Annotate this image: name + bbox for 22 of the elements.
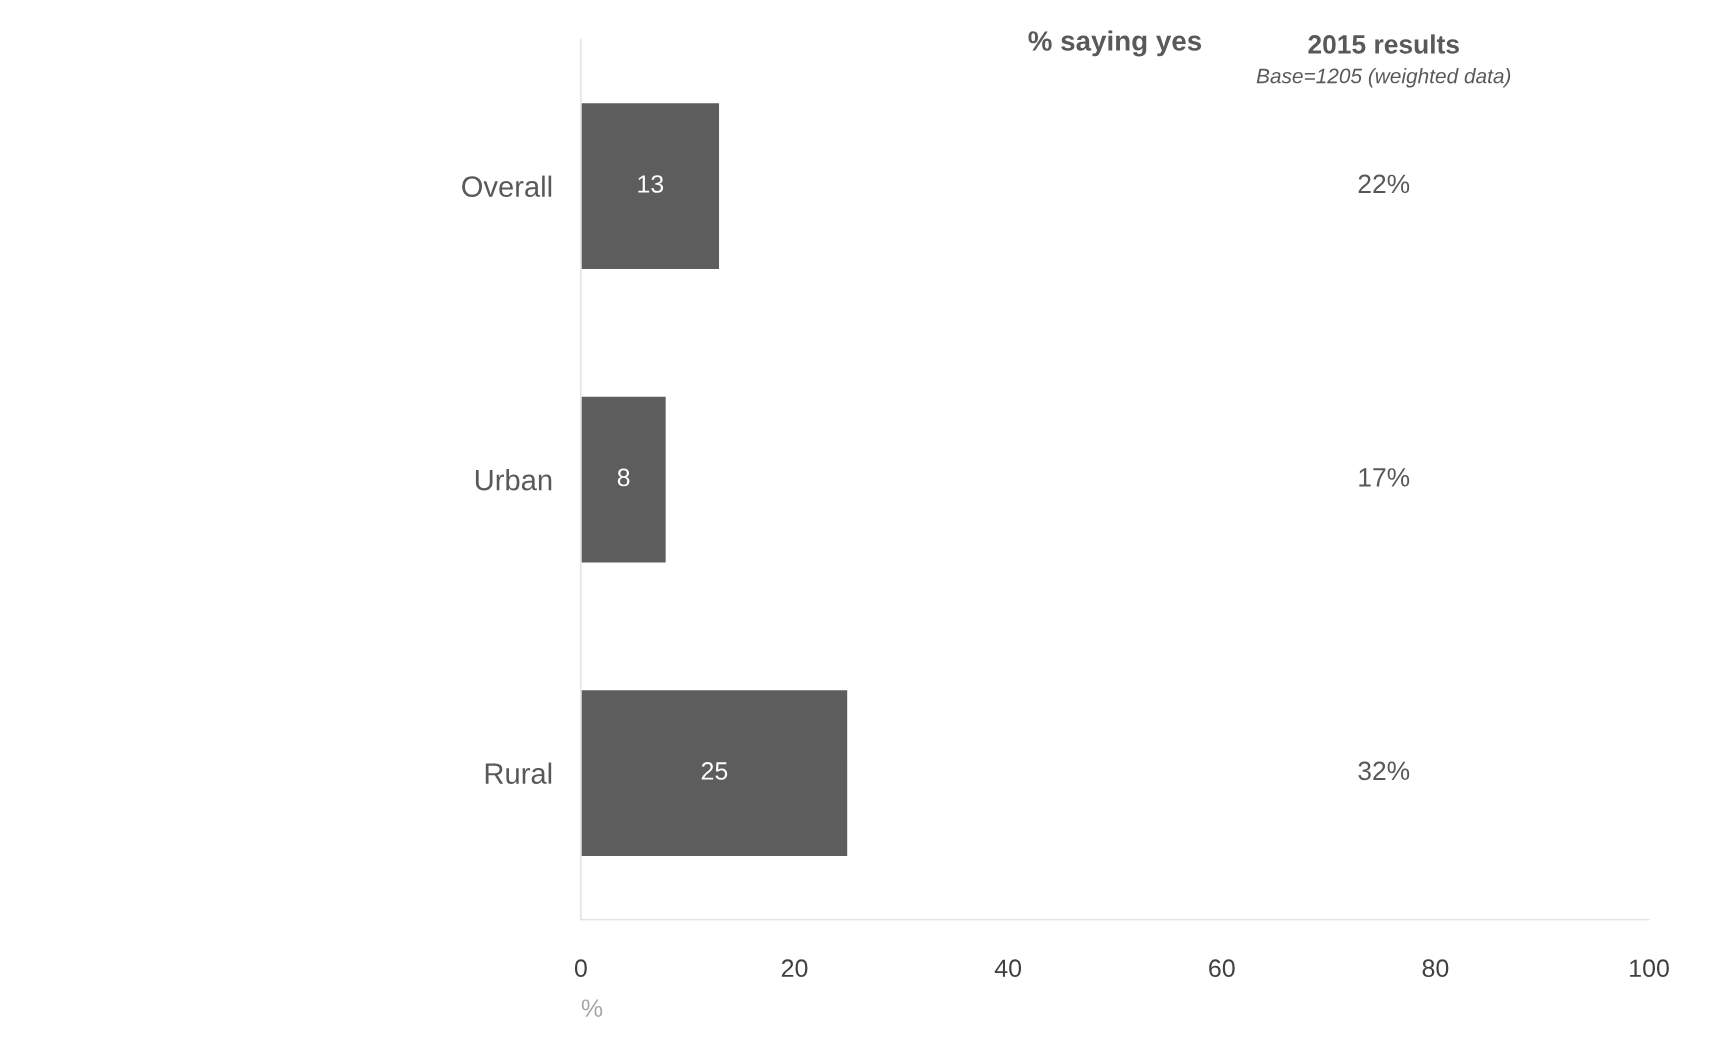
x-tick-label: 60: [1209, 959, 1235, 978]
y-tick-label: Urban: [475, 469, 552, 491]
annotation: 32%: [1358, 761, 1410, 781]
data-label: 25: [701, 762, 728, 780]
annotation: 2015 results: [1308, 34, 1459, 54]
data-label: 13: [638, 175, 664, 193]
x-tick-label: 0: [574, 959, 587, 978]
x-axis-title: %: [581, 999, 603, 1017]
bar: [580, 688, 849, 858]
y-tick-label: Rural: [485, 762, 552, 784]
y-tick-label: Overall: [462, 175, 552, 197]
annotation: 17%: [1359, 468, 1410, 487]
chart-title: % saying yes: [1028, 30, 1202, 57]
x-tick-label: 20: [781, 959, 808, 978]
annotation: 22%: [1358, 174, 1410, 194]
annotation: Base=1205 (weighted data): [1256, 68, 1511, 88]
x-tick-label: 80: [1422, 959, 1449, 978]
x-tick-label: 100: [1630, 959, 1669, 978]
data-label: 8: [617, 468, 630, 487]
bar: [580, 101, 721, 271]
x-tick-label: 40: [994, 959, 1022, 978]
bar: [580, 395, 668, 564]
